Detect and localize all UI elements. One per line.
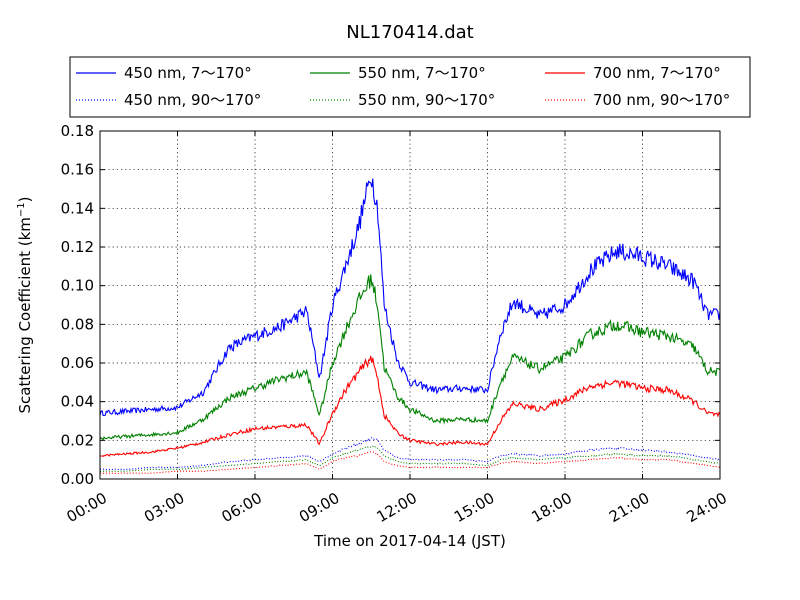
legend-label: 700 nm, 7～170° bbox=[593, 64, 721, 82]
chart-title: NL170414.dat bbox=[346, 22, 473, 43]
series-line bbox=[99, 437, 721, 471]
legend-label: 450 nm, 90～170° bbox=[124, 91, 261, 109]
legend-label: 550 nm, 90～170° bbox=[358, 91, 495, 109]
y-tick-label: 0.18 bbox=[61, 122, 94, 140]
y-axis-label-superscript: −1 bbox=[16, 202, 27, 217]
legend-label: 550 nm, 7～170° bbox=[358, 64, 486, 82]
x-axis-label: Time on 2017-04-14 (JST) bbox=[313, 532, 506, 550]
series-line bbox=[99, 445, 721, 473]
y-axis-label-close: ) bbox=[16, 196, 34, 202]
y-axis-label-main: Scattering Coefficient (km bbox=[16, 217, 34, 413]
y-tick-label: 0.10 bbox=[61, 277, 94, 295]
y-tick-label: 0.14 bbox=[61, 199, 94, 217]
legend-label: 700 nm, 90～170° bbox=[593, 91, 730, 109]
y-tick-label: 0.16 bbox=[61, 161, 94, 179]
y-tick-label: 0.12 bbox=[61, 238, 94, 256]
y-axis-ticks: 0.00 0.02 0.04 0.06 0.08 0.10 0.12 0.14 0.16 0.18 bbox=[61, 122, 720, 488]
series-line bbox=[99, 451, 721, 474]
series-line bbox=[100, 355, 721, 458]
legend-entries: 450 nm, 7～170° 450 nm, 90～170° 550 nm, 7～1… bbox=[76, 64, 730, 109]
legend: 450 nm, 7～170° 450 nm, 90～170° 550 nm, 7～1… bbox=[69, 56, 751, 118]
series-lines bbox=[99, 178, 721, 474]
legend-label: 450 nm, 7～170° bbox=[124, 64, 252, 82]
y-tick-label: 0.02 bbox=[61, 431, 94, 449]
series-line bbox=[99, 178, 721, 417]
y-tick-label: 0.00 bbox=[61, 470, 94, 488]
y-tick-label: 0.04 bbox=[61, 393, 94, 411]
grid bbox=[100, 131, 720, 479]
y-axis-label: Scattering Coefficient (km−1) bbox=[16, 196, 34, 413]
legend-box bbox=[69, 56, 751, 118]
y-tick-label: 0.06 bbox=[61, 354, 94, 372]
y-tick-label: 0.08 bbox=[61, 315, 94, 333]
series-line bbox=[99, 274, 721, 441]
